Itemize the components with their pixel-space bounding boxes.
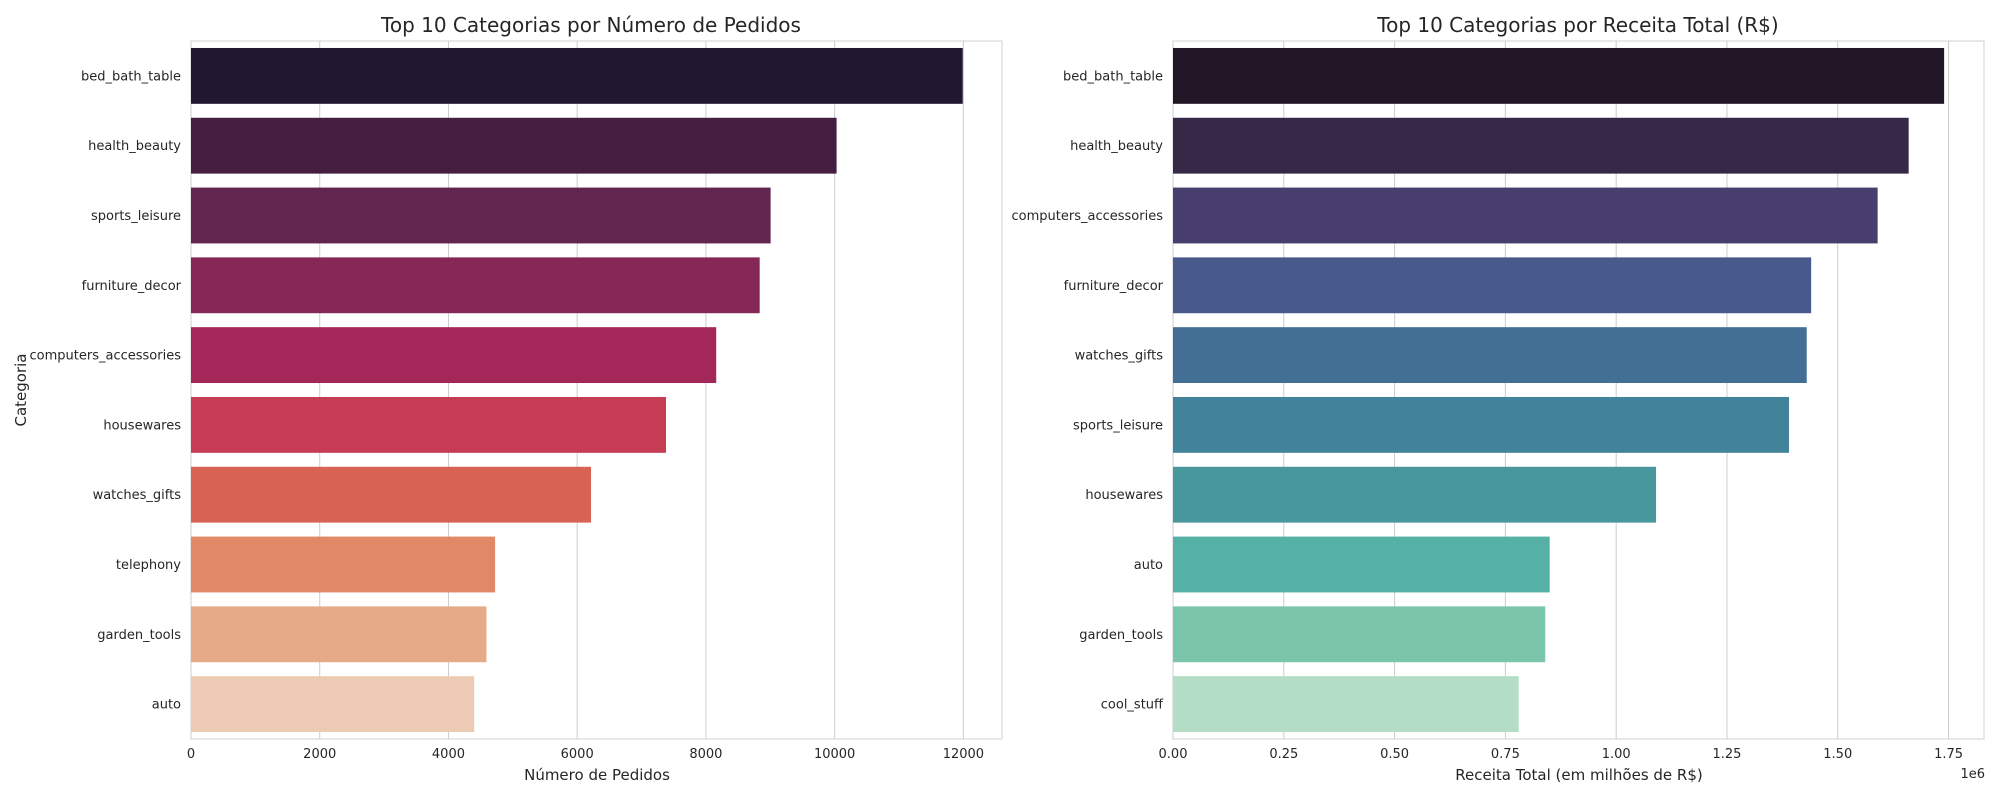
bar (191, 536, 496, 593)
chart-revenue-offset-text: 1e6 (1960, 767, 1985, 782)
category-label: housewares (103, 418, 181, 433)
bar (191, 466, 592, 523)
bar (1173, 47, 1945, 104)
category-label: health_beauty (1070, 139, 1163, 154)
x-tick-label: 8000 (689, 747, 722, 762)
x-tick-label: 0 (187, 747, 195, 762)
chart-orders-title: Top 10 Categorias por Número de Pedidos (380, 13, 801, 37)
chart-orders-x-ticks: 0 2000 4000 6000 8000 10000 12000 (187, 747, 984, 762)
bar (191, 327, 717, 384)
category-label: computers_accessories (1012, 209, 1164, 224)
category-label: furniture_decor (82, 279, 182, 294)
chart-orders-category-labels: bed_bath_table health_beauty sports_leisur… (30, 69, 182, 712)
category-label: bed_bath_table (1063, 69, 1163, 84)
category-label: watches_gifts (93, 488, 182, 503)
bar (191, 117, 837, 174)
bar (191, 676, 475, 733)
chart-orders: Top 10 Categorias por Número de Pedidos … (12, 13, 1003, 784)
x-tick-label: 10000 (814, 747, 855, 762)
chart-revenue: Top 10 Categorias por Receita Total (R$)… (1012, 13, 1985, 784)
bar (1173, 187, 1878, 244)
bar (1173, 117, 1909, 174)
x-tick-label: 1.00 (1602, 747, 1631, 762)
x-tick-label: 12000 (943, 747, 984, 762)
category-label: sports_leisure (1073, 418, 1163, 433)
bar (191, 187, 771, 244)
bar (191, 257, 760, 314)
bar (191, 396, 667, 453)
category-label: bed_bath_table (81, 69, 181, 84)
category-label: furniture_decor (1064, 279, 1164, 294)
chart-revenue-x-ticks: 0.00 0.25 0.50 0.75 1.00 1.25 1.50 1.75 (1159, 747, 1963, 762)
bar (1173, 396, 1790, 453)
x-tick-label: 0.25 (1269, 747, 1298, 762)
category-label: telephony (116, 558, 181, 573)
bar (1173, 466, 1657, 523)
category-label: health_beauty (88, 139, 181, 154)
chart-revenue-xlabel: Receita Total (em milhões de R$) (1455, 766, 1703, 784)
x-tick-label: 0.75 (1491, 747, 1520, 762)
x-tick-label: 4000 (432, 747, 465, 762)
category-label: garden_tools (1079, 628, 1163, 643)
chart-revenue-title: Top 10 Categorias por Receita Total (R$) (1376, 13, 1778, 37)
bar (1173, 606, 1546, 663)
x-tick-label: 1.25 (1712, 747, 1741, 762)
chart-orders-bars (191, 47, 963, 733)
bar (191, 606, 487, 663)
x-tick-label: 6000 (561, 747, 594, 762)
chart-orders-xlabel: Número de Pedidos (524, 766, 670, 784)
x-tick-label: 0.50 (1380, 747, 1409, 762)
category-label: watches_gifts (1075, 349, 1164, 364)
category-label: garden_tools (97, 628, 181, 643)
bar (1173, 327, 1807, 384)
category-label: computers_accessories (30, 349, 182, 364)
category-label: auto (152, 698, 181, 713)
bar (1173, 676, 1519, 733)
x-tick-label: 0.00 (1159, 747, 1188, 762)
chart-revenue-category-labels: bed_bath_table health_beauty computers_acc… (1012, 69, 1165, 712)
x-tick-label: 1.50 (1823, 747, 1852, 762)
bar (191, 47, 963, 104)
x-tick-label: 1.75 (1934, 747, 1963, 762)
category-label: cool_stuff (1101, 698, 1164, 713)
bar (1173, 536, 1550, 593)
chart-revenue-bars (1173, 47, 1945, 733)
bar (1173, 257, 1812, 314)
category-label: housewares (1085, 488, 1163, 503)
category-label: auto (1134, 558, 1163, 573)
x-tick-label: 2000 (303, 747, 336, 762)
category-label: sports_leisure (91, 209, 181, 224)
chart-orders-ylabel: Categoria (12, 353, 30, 426)
